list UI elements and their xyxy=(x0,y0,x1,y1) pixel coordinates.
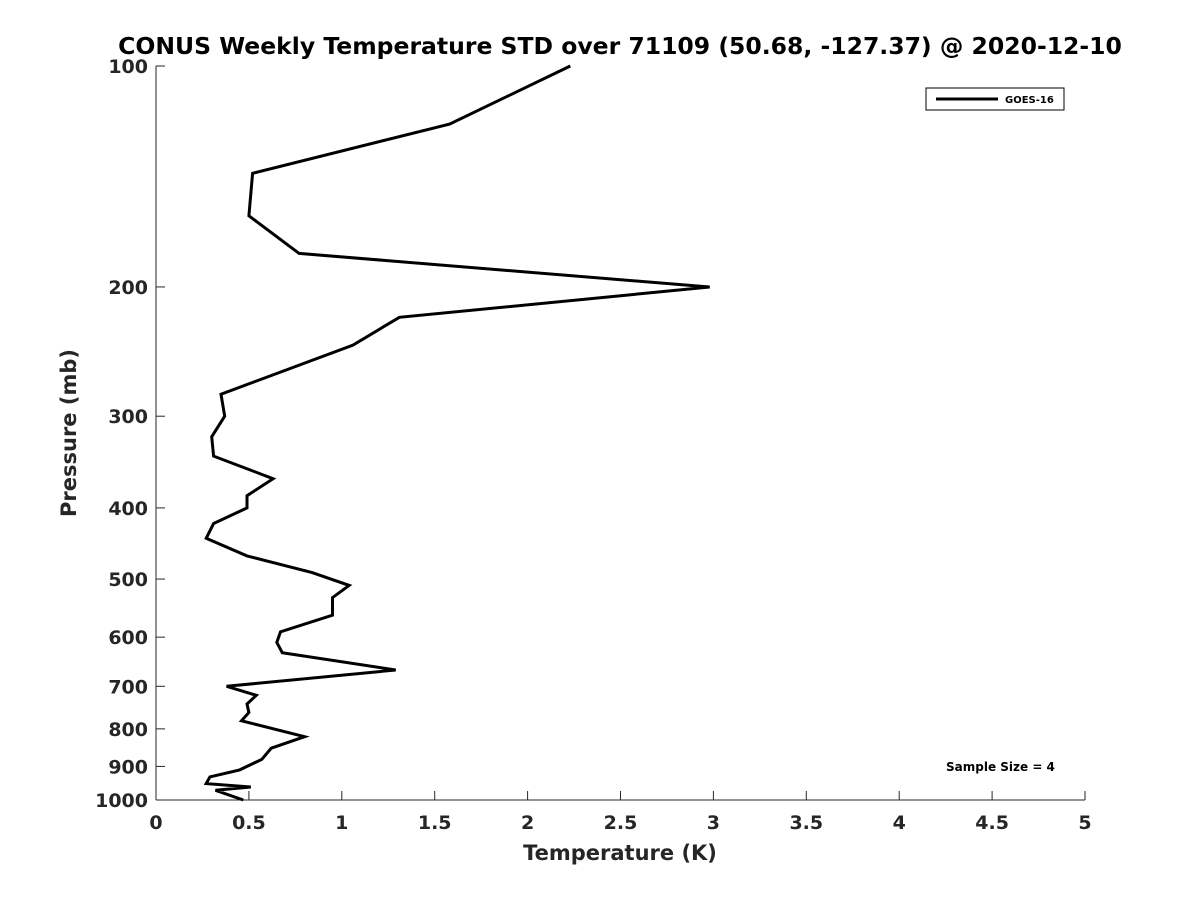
y-tick-label: 1000 xyxy=(95,790,148,812)
legend: GOES-16 xyxy=(925,87,1065,111)
x-tick-label: 0 xyxy=(149,812,162,834)
y-tick-label: 500 xyxy=(108,569,148,591)
x-tick-label: 3 xyxy=(707,812,720,834)
y-tick-label: 100 xyxy=(108,56,148,78)
series-line-goes-16 xyxy=(203,64,710,802)
x-axis-label: Temperature (K) xyxy=(523,841,717,865)
x-tick-label: 1.5 xyxy=(418,812,452,834)
y-axis-label: Pressure (mb) xyxy=(57,349,81,517)
y-tick-label: 700 xyxy=(108,676,148,698)
x-tick-label: 4 xyxy=(893,812,906,834)
x-tick-label: 2.5 xyxy=(604,812,638,834)
y-tick-label: 400 xyxy=(108,498,148,520)
x-ticks: 0 0.5 1 1.5 2 2.5 3 3.5 4 4.5 5 xyxy=(149,791,1092,834)
x-tick-label: 3.5 xyxy=(789,812,823,834)
sample-size-annotation: Sample Size = 4 xyxy=(946,760,1055,774)
y-tick-label: 900 xyxy=(108,756,148,778)
x-tick-label: 2 xyxy=(521,812,534,834)
legend-label-goes-16: GOES-16 xyxy=(1005,95,1054,106)
y-tick-label: 800 xyxy=(108,719,148,741)
chart-title: CONUS Weekly Temperature STD over 71109 … xyxy=(118,32,1122,60)
y-tick-label: 200 xyxy=(108,277,148,299)
y-tick-label: 300 xyxy=(108,406,148,428)
y-tick-label: 600 xyxy=(108,627,148,649)
plot-area: 0 0.5 1 1.5 2 2.5 3 3.5 4 4.5 5 100 200 300 400 500 600… xyxy=(95,56,1092,834)
y-ticks: 100 200 300 400 500 600 700 800 900 1000 xyxy=(95,56,165,812)
x-tick-label: 1 xyxy=(335,812,348,834)
x-tick-label: 5 xyxy=(1078,812,1091,834)
x-tick-label: 4.5 xyxy=(975,812,1009,834)
x-tick-label: 0.5 xyxy=(232,812,266,834)
